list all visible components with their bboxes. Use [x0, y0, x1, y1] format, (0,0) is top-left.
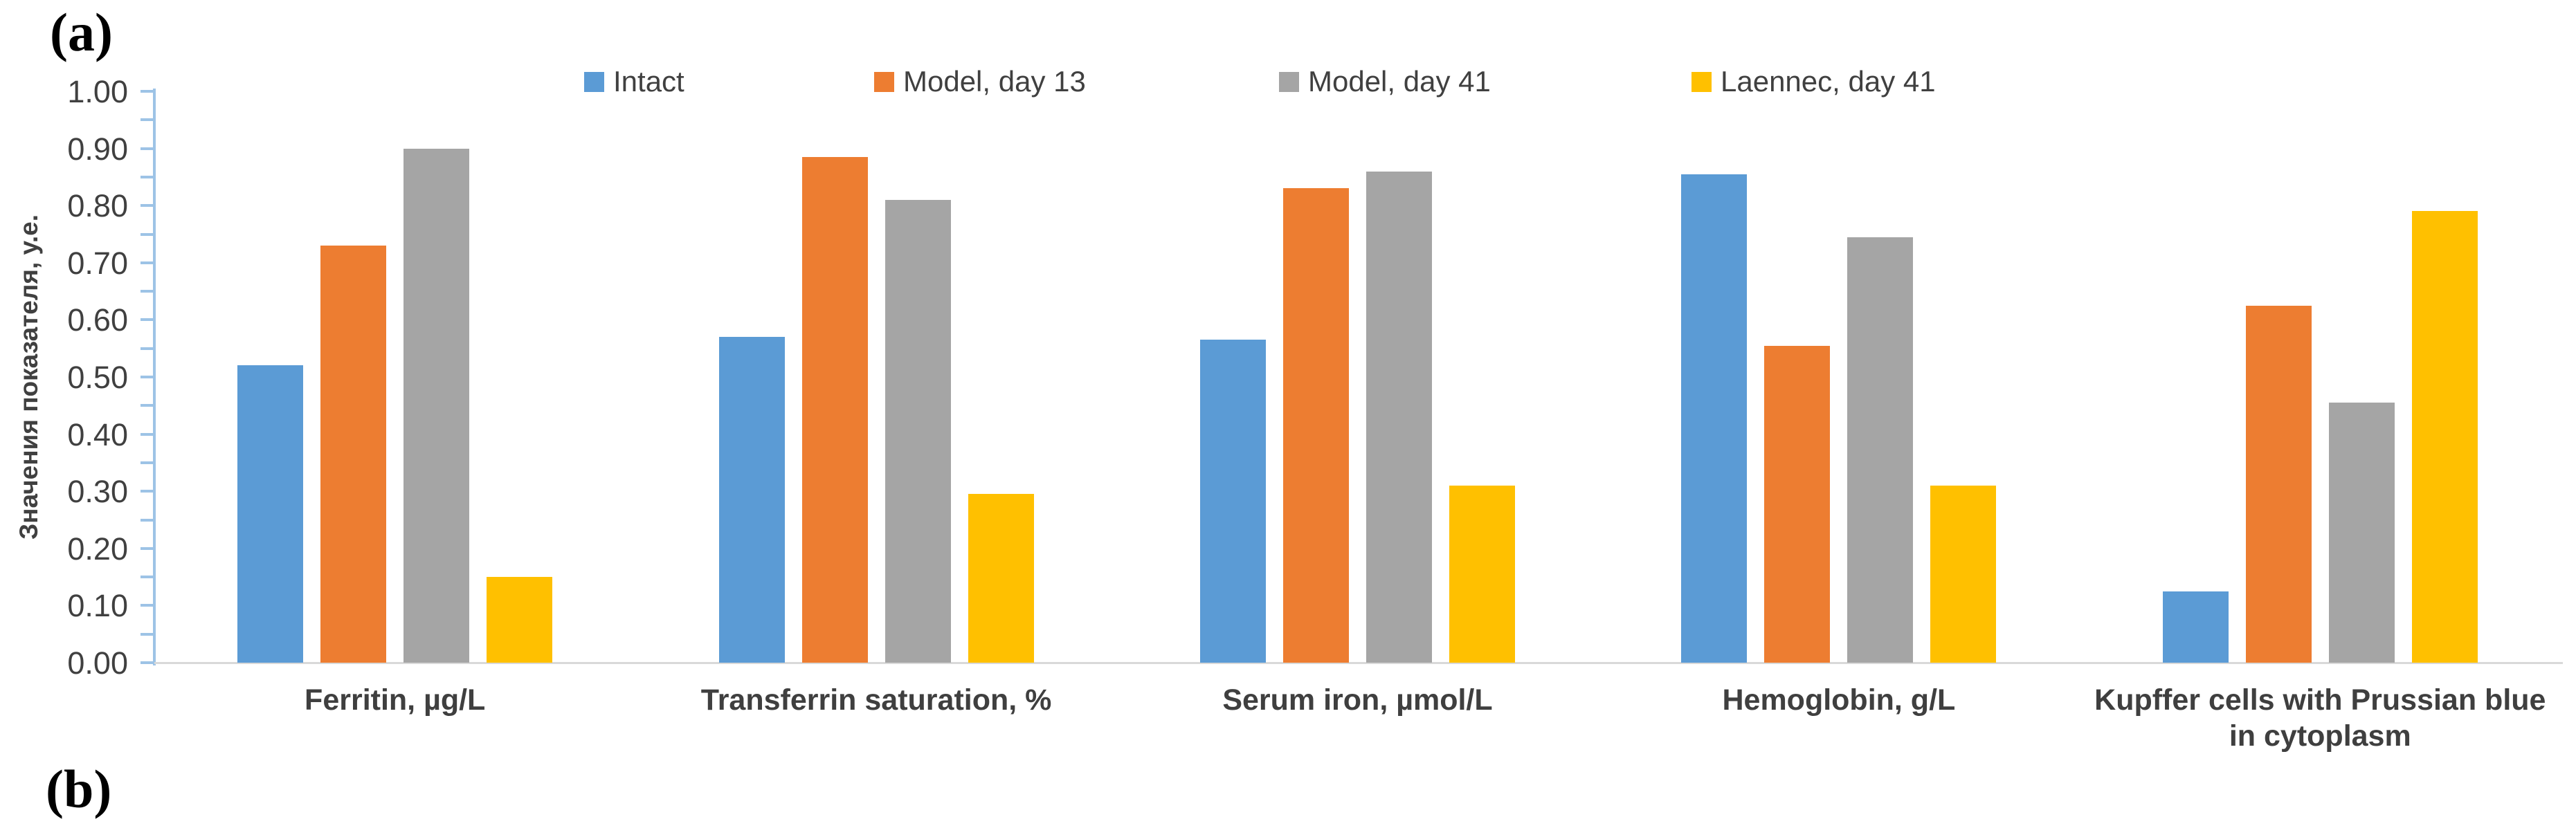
y-axis-tick — [140, 232, 154, 236]
y-axis-tick — [140, 90, 154, 93]
bar-laennec-day-41 — [2411, 211, 2478, 663]
category-label: Kupffer cells with Prussian blue in cyto… — [2094, 683, 2546, 753]
y-axis-tick — [140, 432, 154, 436]
y-tick-label: 0.40 — [67, 416, 128, 452]
bar-intact — [1681, 174, 1748, 663]
bar-laennec-day-41 — [1930, 485, 1997, 663]
bar-model-day-13 — [320, 246, 387, 663]
bar-laennec-day-41 — [1449, 485, 1515, 663]
bar-model-day-41 — [403, 148, 470, 663]
bar-laennec-day-41 — [968, 494, 1034, 663]
y-tick-label: 1.00 — [67, 74, 128, 109]
bar-model-day-41 — [1847, 237, 1914, 663]
legend-swatch-icon — [584, 71, 604, 92]
legend-item: Model, day 13 — [874, 64, 1086, 100]
y-axis-tick — [140, 604, 154, 607]
y-axis-tick — [140, 147, 154, 150]
y-axis-tick — [140, 204, 154, 208]
legend-swatch-icon — [1691, 71, 1712, 92]
y-tick-label: 0.00 — [67, 645, 128, 681]
category-label: Hemoglobin, g/L — [1722, 683, 1956, 717]
legend-label: Model, day 13 — [903, 65, 1086, 98]
y-axis-tick — [140, 175, 154, 178]
y-tick-label: 0.10 — [67, 588, 128, 624]
y-axis-tick — [140, 376, 154, 378]
legend-swatch-icon — [874, 71, 894, 92]
x-axis-line — [153, 662, 2563, 664]
y-axis-tick — [140, 318, 154, 322]
legend-item: Model, day 41 — [1279, 64, 1491, 100]
y-axis-tick — [140, 347, 154, 350]
y-axis-tick — [140, 518, 154, 522]
y-axis-tick — [140, 490, 154, 493]
y-tick-label: 0.60 — [67, 302, 128, 338]
y-tick-label: 0.50 — [67, 360, 128, 395]
y-axis-tick — [140, 661, 154, 664]
bar-model-day-13 — [1283, 188, 1349, 663]
bar-model-day-13 — [1764, 345, 1831, 663]
bar-intact — [1200, 340, 1266, 663]
y-axis-tick — [140, 461, 154, 464]
category-label: Ferritin, µg/L — [305, 683, 486, 717]
y-axis-tick — [140, 261, 154, 264]
bar-intact — [2162, 591, 2229, 663]
bar-model-day-41 — [2328, 403, 2395, 663]
y-tick-label: 0.70 — [67, 245, 128, 281]
y-axis-tick — [140, 632, 154, 636]
legend-item: Intact — [584, 64, 684, 100]
y-tick-label: 0.90 — [67, 131, 128, 167]
bar-model-day-41 — [885, 199, 951, 663]
y-axis-tick — [140, 576, 154, 579]
bar-intact — [237, 365, 304, 663]
category-label: Transferrin saturation, % — [700, 683, 1052, 717]
panel-label-b: (b) — [46, 759, 112, 819]
y-axis-tick — [140, 546, 154, 550]
legend-item: Laennec, day 41 — [1691, 64, 1936, 100]
y-tick-label: 0.80 — [67, 188, 128, 224]
y-axis-tick — [140, 118, 154, 122]
y-tick-label: 0.30 — [67, 474, 128, 510]
legend-label: Intact — [613, 65, 684, 98]
bar-intact — [718, 337, 785, 663]
legend-label: Laennec, day 41 — [1721, 65, 1936, 98]
category-label: Serum iron, µmol/L — [1222, 683, 1493, 717]
bar-laennec-day-41 — [487, 577, 553, 663]
bar-model-day-41 — [1366, 171, 1432, 663]
y-axis-tick — [140, 290, 154, 293]
bar-model-day-13 — [801, 156, 868, 663]
y-tick-label: 0.20 — [67, 531, 128, 567]
y-axis-line — [153, 89, 156, 665]
bar-model-day-13 — [2245, 305, 2312, 663]
legend-swatch-icon — [1279, 71, 1299, 92]
y-axis-tick — [140, 404, 154, 407]
legend-label: Model, day 41 — [1308, 65, 1491, 98]
panel-label-a: (a) — [50, 2, 113, 62]
